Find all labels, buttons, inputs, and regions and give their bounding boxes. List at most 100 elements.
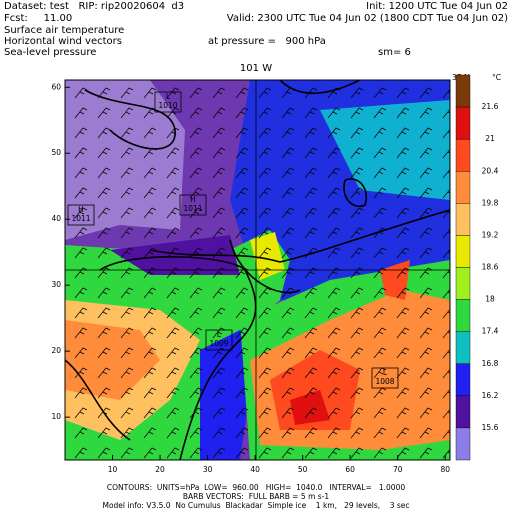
wind-barb — [442, 228, 450, 239]
wind-barb — [327, 347, 341, 359]
wind-barb — [373, 287, 387, 299]
wind-barb — [419, 367, 433, 379]
wind-barb — [350, 267, 364, 279]
wind-barb — [327, 227, 341, 239]
wind-barb — [419, 107, 433, 119]
wind-barb — [120, 447, 134, 459]
wind-barb — [281, 307, 295, 319]
wind-barb — [419, 427, 433, 439]
wind-barb — [235, 407, 249, 419]
wind-barb — [373, 107, 387, 119]
wind-barb — [327, 87, 341, 99]
wind-barb — [97, 167, 111, 179]
center-value: 1011 — [71, 214, 90, 223]
wind-barb — [189, 387, 203, 399]
wind-barb — [212, 227, 226, 239]
wind-barb — [235, 87, 249, 99]
temperature-field — [65, 80, 450, 460]
wind-barbs — [74, 87, 450, 459]
wind-barb — [235, 387, 249, 399]
wind-barb — [143, 127, 157, 139]
wind-barb — [281, 347, 295, 359]
wind-barb — [396, 387, 410, 399]
wind-barb — [419, 167, 433, 179]
wind-barb — [281, 147, 295, 159]
wind-barb — [442, 288, 450, 299]
wind-barb — [350, 107, 364, 119]
wind-barb — [304, 407, 318, 419]
wind-barb — [442, 448, 450, 459]
wind-barb — [212, 287, 226, 299]
x-tick-label: 40 — [250, 465, 260, 474]
wind-barb — [304, 107, 318, 119]
wind-barb — [166, 287, 180, 299]
wind-barb — [74, 367, 88, 379]
wind-barb — [235, 247, 249, 259]
wind-barb — [258, 447, 272, 459]
wind-barb — [97, 387, 111, 399]
wind-barb — [419, 327, 433, 339]
wind-barb — [442, 88, 450, 99]
wind-barb — [327, 387, 341, 399]
wind-barb — [97, 347, 111, 359]
wind-barb — [442, 268, 450, 279]
wind-barb — [419, 127, 433, 139]
wind-barb — [350, 227, 364, 239]
isobar — [229, 239, 301, 294]
wind-barb — [281, 187, 295, 199]
valid-label: Valid: 2300 UTC Tue 04 Jun 02 (1800 CDT … — [227, 13, 508, 24]
y-tick-label: 50 — [51, 148, 61, 157]
center-box — [67, 204, 95, 226]
wind-barb — [235, 307, 249, 319]
wind-barb — [327, 367, 341, 379]
center-value: 1008 — [375, 377, 394, 386]
field-label: Horizontal wind vectors — [4, 36, 122, 47]
wind-barb — [258, 427, 272, 439]
wind-barb — [235, 267, 249, 279]
wind-barb — [396, 87, 410, 99]
wind-barb — [373, 247, 387, 259]
colorbar-label: 19.2 — [482, 230, 499, 239]
wind-barb — [235, 227, 249, 239]
wind-barb — [166, 207, 180, 219]
x-tick-label: 20 — [155, 465, 165, 474]
wind-barb — [350, 167, 364, 179]
wind-barb — [258, 167, 272, 179]
wind-barb — [74, 167, 88, 179]
wind-barb — [143, 187, 157, 199]
wind-barb — [350, 207, 364, 219]
wind-barb — [212, 187, 226, 199]
wind-barb — [304, 87, 318, 99]
wind-barb — [419, 447, 433, 459]
wind-barb — [74, 87, 88, 99]
isobar — [99, 256, 257, 460]
wind-barb — [281, 287, 295, 299]
wind-barb — [74, 427, 88, 439]
wind-barb — [396, 187, 410, 199]
field-region — [65, 80, 185, 240]
wind-barb — [189, 147, 203, 159]
wind-barb — [396, 307, 410, 319]
wind-barb — [258, 247, 272, 259]
wind-barb — [304, 267, 318, 279]
field-region — [320, 100, 450, 200]
y-tick-label: 40 — [51, 214, 61, 223]
colorbar-label: 16.8 — [482, 359, 499, 368]
wind-barb — [120, 167, 134, 179]
wind-barb — [258, 227, 272, 239]
wind-barb — [373, 427, 387, 439]
wind-barb — [442, 368, 450, 379]
wind-barb — [419, 347, 433, 359]
wind-barb — [327, 107, 341, 119]
wind-barb — [304, 207, 318, 219]
field-region — [290, 390, 330, 425]
wind-barb — [373, 267, 387, 279]
wind-barb — [143, 247, 157, 259]
wind-barb — [74, 227, 88, 239]
wind-barb — [166, 227, 180, 239]
wind-barb — [166, 267, 180, 279]
wind-barb — [74, 127, 88, 139]
wind-barb — [373, 447, 387, 459]
wind-barb — [212, 387, 226, 399]
